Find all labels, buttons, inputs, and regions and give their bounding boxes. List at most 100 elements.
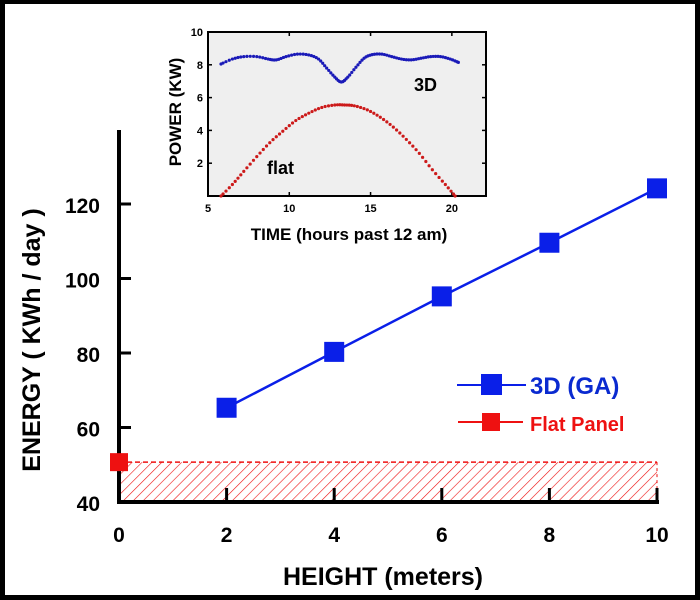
inset-series-flat-point bbox=[219, 194, 223, 198]
inset-series-flat-point bbox=[227, 186, 231, 190]
inset-series-flat-point bbox=[446, 186, 450, 190]
inset-series-flat-point bbox=[388, 122, 392, 127]
inset-series-3d-point bbox=[239, 55, 243, 59]
inset-x-tick-label: 5 bbox=[205, 203, 211, 215]
inset-series-flat-point bbox=[303, 113, 308, 117]
inset-series-flat-point bbox=[420, 155, 425, 159]
inset-series-3d bbox=[219, 52, 460, 84]
inset-chart: 5 10 15 20 2 4 6 8 10 3D flat TIME (hours past … bbox=[166, 27, 487, 244]
inset-series-3d-point bbox=[429, 55, 433, 59]
inset-series-3d-point bbox=[258, 55, 262, 59]
inset-series-flat-point bbox=[333, 103, 337, 107]
inset-series-flat-point bbox=[294, 118, 298, 123]
inset-series-flat-point bbox=[362, 106, 366, 111]
inset-series-flat-point bbox=[401, 134, 405, 138]
inset-series-flat-point bbox=[300, 114, 304, 119]
inset-series-flat-point bbox=[248, 162, 252, 166]
inset-series-flat-point bbox=[368, 109, 373, 114]
legend: 3D (GA) Flat Panel bbox=[457, 373, 624, 436]
inset-series-flat-point bbox=[338, 103, 342, 107]
inset-series-flat-point bbox=[381, 117, 386, 122]
inset-series-flat-point bbox=[287, 124, 291, 128]
inset-series-3d-point bbox=[233, 56, 237, 60]
inset-series-3d-point bbox=[329, 71, 333, 75]
inset-series-flat-point bbox=[453, 194, 457, 198]
inset-series-3d-point bbox=[360, 58, 364, 62]
inset-series-3d-point bbox=[290, 53, 294, 57]
inset-series-flat-point bbox=[268, 141, 272, 145]
inset-series-flat-point bbox=[330, 103, 334, 107]
inset-series-3d-point bbox=[325, 66, 329, 70]
inset-series-flat-point bbox=[281, 129, 285, 133]
inset-series-flat-point bbox=[365, 108, 369, 112]
inset-series-flat-point bbox=[345, 103, 349, 107]
inset-series-3d-point bbox=[251, 54, 256, 58]
inset-series-3d-point bbox=[321, 61, 325, 65]
main-x-tick-label: 2 bbox=[221, 524, 233, 547]
inset-series-flat-point bbox=[307, 111, 311, 115]
series-3d-ga-point bbox=[324, 341, 345, 362]
inset-series-flat-point bbox=[233, 179, 237, 183]
inset-series-flat-point bbox=[414, 148, 418, 152]
inset-series-3d-point bbox=[292, 52, 297, 57]
inset-series-3d-point bbox=[443, 56, 448, 60]
inset-series-3d-point bbox=[279, 56, 283, 61]
inset-x-ticks: 5 10 15 20 bbox=[205, 32, 458, 215]
inset-series-3d-point bbox=[287, 54, 291, 58]
inset-series-3d-point bbox=[323, 64, 327, 68]
inset-series-3d-point bbox=[248, 54, 252, 58]
main-y-axis-label: ENERGY ( KWh / day ) bbox=[18, 208, 46, 471]
main-x-tick-label: 6 bbox=[436, 524, 448, 547]
inset-series-3d-point bbox=[412, 58, 416, 62]
inset-series-3d-point bbox=[402, 57, 406, 62]
inset-series-3d-point bbox=[404, 58, 408, 62]
inset-series-flat-point bbox=[352, 104, 356, 108]
inset-series-flat-point bbox=[427, 164, 431, 168]
inset-series-flat-point bbox=[385, 120, 389, 124]
inset-series-3d-point bbox=[407, 58, 411, 62]
inset-series-flat-point bbox=[398, 131, 402, 135]
series-3d-ga-point bbox=[216, 397, 237, 418]
inset-series-flat-point bbox=[378, 115, 382, 119]
inset-series-3d-point bbox=[301, 52, 305, 56]
inset-series-3d-point bbox=[319, 59, 323, 63]
inset-series-flat-point bbox=[290, 121, 295, 125]
inset-series-3d-point bbox=[354, 65, 358, 69]
inset-series-3d-point bbox=[394, 56, 399, 60]
inset-series-flat-point bbox=[297, 116, 301, 121]
inset-series-3d-point bbox=[380, 52, 384, 56]
main-axes bbox=[117, 130, 659, 504]
inset-series-flat-point bbox=[310, 109, 314, 114]
inset-series-3d-point bbox=[263, 56, 268, 61]
inset-series-flat-point bbox=[443, 182, 447, 187]
inset-x-tick-label: 10 bbox=[283, 203, 295, 215]
inset-series-3d-point bbox=[414, 57, 418, 61]
inset-series-flat bbox=[219, 103, 457, 198]
inset-series-flat-point bbox=[224, 189, 228, 193]
inset-series-flat-point bbox=[230, 182, 234, 187]
inset-series-flat-point bbox=[255, 155, 259, 159]
inset-series-flat-point bbox=[350, 103, 354, 107]
inset-series-flat-point bbox=[236, 176, 240, 180]
legend-marker-flat-panel bbox=[482, 413, 500, 431]
inset-series-3d-point bbox=[221, 61, 225, 65]
inset-series-3d-point bbox=[316, 57, 321, 61]
flat-panel-hatch bbox=[119, 462, 657, 502]
inset-series-3d-point bbox=[419, 56, 423, 60]
inset-series-3d-point bbox=[298, 52, 302, 56]
inset-series-3d-point bbox=[304, 52, 308, 57]
inset-series-flat-point bbox=[440, 179, 444, 183]
inset-series-3d-point bbox=[387, 54, 391, 58]
inset-series-flat-point bbox=[316, 107, 321, 111]
main-x-ticks: 0 2 4 6 8 10 bbox=[113, 488, 669, 547]
inset-series-flat-point bbox=[342, 103, 347, 107]
inset-series-flat-point bbox=[313, 108, 317, 112]
inset-series-flat-point bbox=[284, 126, 288, 131]
inset-series-3d-point bbox=[227, 58, 231, 62]
inset-series-3d-point bbox=[245, 54, 249, 58]
inset-series-flat-point bbox=[355, 104, 359, 109]
inset-series-flat-point bbox=[264, 144, 269, 148]
inset-series-3d-point bbox=[312, 54, 316, 59]
inset-series-3d-point bbox=[382, 52, 386, 57]
